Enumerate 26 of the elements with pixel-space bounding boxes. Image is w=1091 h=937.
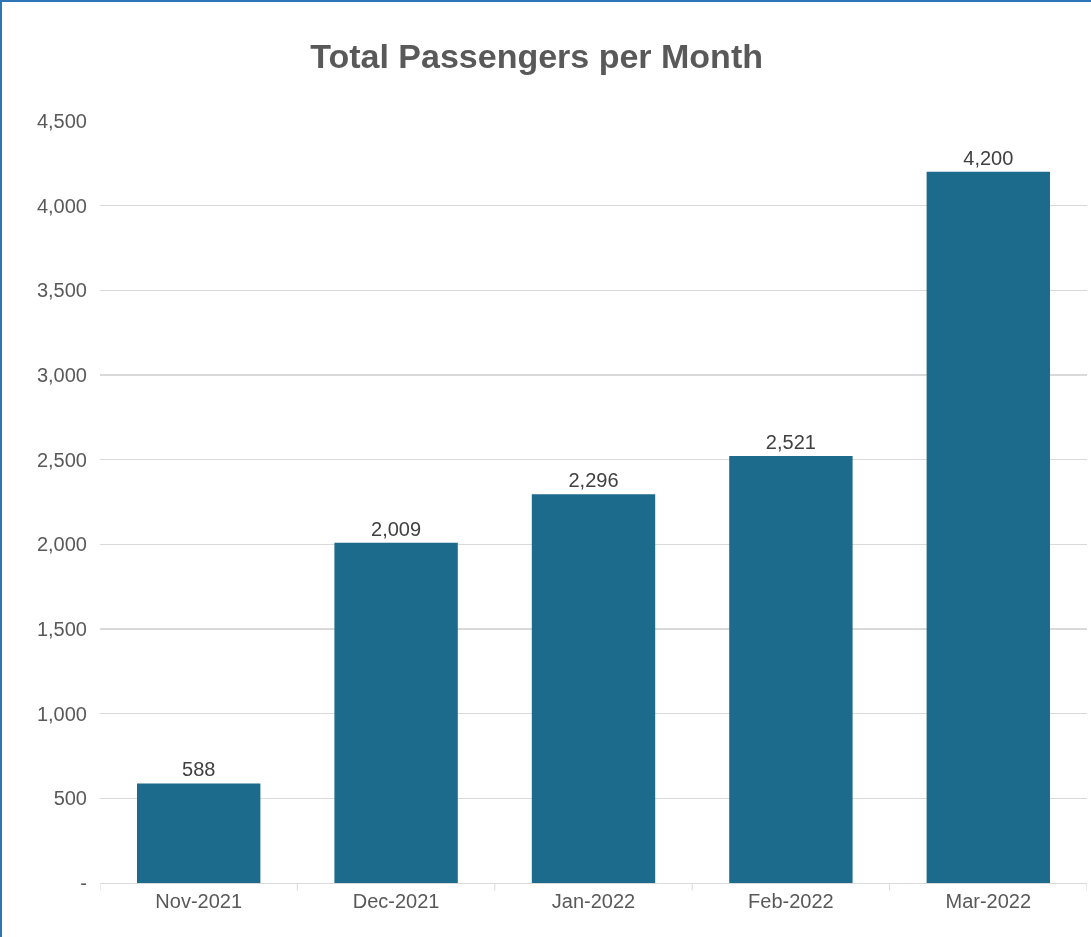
chart-title: Total Passengers per Month [310, 36, 763, 75]
data-label: 2,009 [371, 517, 422, 540]
x-tick-label: Mar-2022 [945, 890, 1032, 912]
y-tick-label: 3,000 [36, 364, 87, 386]
y-tick-label: 2,500 [36, 448, 87, 471]
y-tick-label: 4,000 [36, 194, 87, 217]
data-label: 588 [182, 758, 216, 781]
bar [531, 494, 656, 883]
bar [729, 456, 853, 883]
y-tick-label: 4,500 [36, 110, 87, 132]
x-tick-label: Jan-2022 [551, 890, 636, 912]
bar [334, 542, 458, 883]
y-tick-label: 2,000 [36, 533, 87, 556]
x-tick-label: Dec-2021 [352, 890, 440, 912]
y-tick-label: 3,500 [36, 279, 87, 302]
data-label: 2,296 [568, 469, 619, 492]
y-tick-label: 1,500 [36, 618, 87, 640]
bar [137, 783, 261, 883]
y-tick-label: 1,000 [36, 702, 87, 725]
bar [926, 171, 1050, 883]
data-label: 4,200 [963, 146, 1014, 169]
y-tick-label: 500 [53, 787, 87, 810]
data-label: 2,521 [765, 431, 816, 454]
x-tick-label: Nov-2021 [155, 890, 243, 912]
y-tick-label: - [80, 872, 87, 894]
x-tick-label: Feb-2022 [748, 890, 834, 912]
